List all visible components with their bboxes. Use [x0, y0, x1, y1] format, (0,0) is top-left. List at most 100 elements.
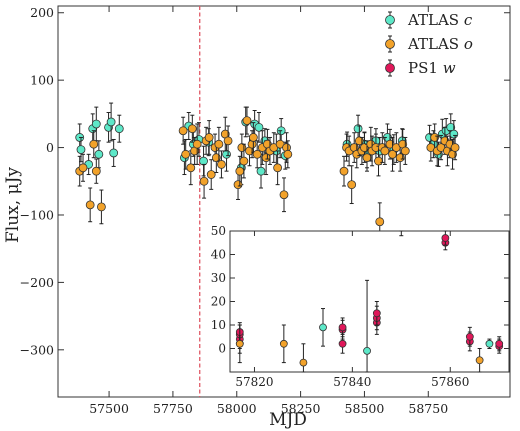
- data-point: [91, 166, 101, 176]
- data-point: [353, 124, 363, 134]
- data-point: [214, 139, 224, 149]
- data-point: [254, 122, 264, 132]
- data-point: [109, 148, 119, 158]
- data-point: [450, 143, 460, 152]
- data-point: [211, 153, 221, 163]
- inset-y-tick-label: 10: [211, 318, 226, 332]
- data-point: [97, 202, 106, 212]
- data-point: [380, 146, 390, 156]
- data-point: [106, 117, 116, 127]
- data-point: [114, 124, 124, 134]
- y-tick-label: −300: [20, 342, 54, 357]
- data-point: [89, 139, 99, 149]
- data-point: [338, 339, 347, 348]
- data-point: [252, 149, 262, 159]
- data-point: [178, 126, 188, 136]
- data-point: [273, 163, 283, 173]
- x-tick-label: 57750: [153, 401, 193, 416]
- data-point: [338, 323, 347, 332]
- data-point: [256, 166, 266, 176]
- y-axis-label: Flux, μJy: [3, 167, 23, 243]
- data-point: [319, 323, 327, 332]
- legend: ATLAS c ATLAS o PS1 w: [385, 11, 473, 77]
- y-tick-label: 100: [30, 73, 54, 88]
- data-point: [199, 156, 208, 166]
- data-point: [186, 163, 196, 173]
- legend-label: ATLAS o: [407, 35, 473, 53]
- data-point: [248, 133, 258, 142]
- y-tick-label: 0: [46, 140, 54, 155]
- data-point: [362, 153, 372, 163]
- legend-marker: [385, 39, 395, 49]
- data-point: [199, 176, 209, 186]
- data-point: [78, 163, 88, 173]
- data-point: [347, 180, 357, 190]
- data-point: [242, 116, 252, 126]
- inset-y-tick-label: 50: [211, 224, 226, 238]
- data-point: [235, 339, 244, 348]
- legend-marker: [385, 15, 395, 25]
- x-tick-label: 57500: [89, 401, 129, 416]
- x-axis-label: MJD: [269, 410, 307, 430]
- data-point: [181, 149, 191, 159]
- x-tick-label: 58250: [281, 401, 321, 416]
- data-point: [76, 145, 86, 154]
- series-atlas-c: [319, 279, 494, 373]
- inset-y-tick-label: 30: [211, 271, 226, 285]
- x-tick-label: 58750: [408, 401, 448, 416]
- data-point: [222, 149, 231, 159]
- data-point: [204, 133, 214, 142]
- inset-plot: 57820 57840 57860 0 10 20 30 40 50: [211, 224, 510, 389]
- inset-x-tick-label: 57820: [235, 375, 273, 389]
- data-point: [375, 217, 385, 227]
- data-point: [339, 166, 349, 176]
- legend-marker: [385, 63, 395, 73]
- data-point: [94, 149, 104, 159]
- x-tick-label: 58000: [217, 401, 257, 416]
- data-point: [354, 136, 364, 146]
- data-point: [363, 346, 371, 355]
- data-point: [187, 124, 197, 134]
- inset-x-tick-label: 57860: [431, 375, 469, 389]
- data-point: [192, 139, 202, 149]
- y-tick-label: 200: [30, 5, 54, 20]
- main-plot-border: [57, 5, 511, 398]
- data-point: [85, 200, 95, 210]
- data-point: [485, 339, 494, 348]
- data-point: [430, 133, 440, 142]
- inset-y-tick-label: 40: [211, 248, 226, 262]
- data-point: [374, 156, 383, 166]
- data-point: [279, 339, 288, 348]
- legend-label: PS1 w: [408, 59, 456, 77]
- data-point: [233, 180, 243, 190]
- data-point: [465, 332, 474, 341]
- data-point: [475, 356, 484, 365]
- data-point: [237, 143, 247, 152]
- series-atlas-o: [235, 230, 484, 373]
- legend-label: ATLAS c: [407, 11, 473, 29]
- data-point: [400, 146, 410, 156]
- data-point: [235, 166, 245, 176]
- data-point: [206, 170, 216, 179]
- inset-x-tick-label: 57840: [333, 375, 371, 389]
- data-point: [223, 136, 233, 146]
- data-point: [239, 156, 249, 166]
- series-atlas-o: [75, 106, 460, 242]
- main-plot-frame: 57500 57750 58000 58250 58500 58750 −300 −200 −1…: [20, 5, 511, 416]
- inset-y-tick-label: 0: [218, 342, 226, 356]
- data-point: [441, 234, 450, 242]
- data-point: [372, 309, 381, 318]
- data-point: [91, 119, 101, 129]
- data-point: [217, 160, 226, 169]
- data-point: [495, 339, 504, 348]
- data-point: [395, 153, 405, 163]
- y-tick-label: −100: [20, 207, 54, 222]
- y-tick-label: −200: [20, 275, 54, 290]
- x-tick-label: 58500: [345, 401, 385, 416]
- data-point: [449, 129, 459, 139]
- inset-y-tick-label: 20: [211, 295, 226, 309]
- data-point: [283, 149, 293, 159]
- data-point: [299, 358, 308, 367]
- data-point: [279, 190, 289, 200]
